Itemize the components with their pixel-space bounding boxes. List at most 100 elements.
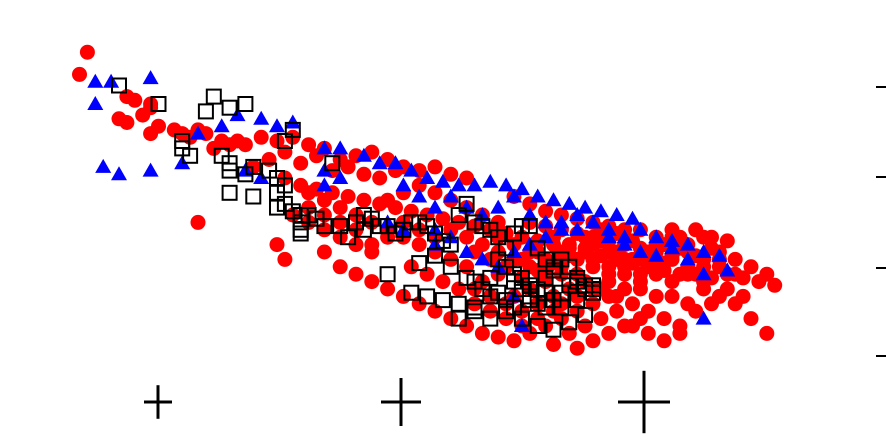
data-point-triangle bbox=[585, 214, 601, 229]
data-point-circle bbox=[577, 240, 593, 256]
data-point-circle bbox=[459, 259, 475, 275]
data-point-circle bbox=[664, 288, 680, 304]
data-point-triangle bbox=[616, 236, 633, 251]
data-point-triangle bbox=[648, 229, 665, 244]
data-point-triangle bbox=[419, 170, 436, 184]
data-point-triangle bbox=[284, 114, 301, 129]
data-point-square bbox=[482, 269, 499, 286]
data-point-circle bbox=[79, 44, 95, 60]
data-point-triangle bbox=[561, 195, 578, 210]
data-point-circle bbox=[719, 281, 735, 297]
data-point-triangle bbox=[253, 110, 270, 125]
data-point-square bbox=[466, 299, 483, 316]
data-point-circle bbox=[253, 129, 269, 145]
data-point-circle bbox=[719, 233, 735, 249]
data-point-circle bbox=[435, 211, 451, 227]
data-point-circle bbox=[601, 274, 617, 290]
data-point-triangle bbox=[403, 162, 420, 177]
data-point-triangle bbox=[648, 247, 665, 262]
data-point-square bbox=[403, 284, 420, 301]
data-point-triangle bbox=[498, 177, 515, 192]
data-point-circle bbox=[601, 259, 617, 275]
data-point-circle bbox=[332, 214, 348, 230]
data-point-circle bbox=[672, 325, 688, 341]
data-point-triangle bbox=[553, 221, 570, 236]
data-point-circle bbox=[632, 281, 648, 297]
data-point-triangle bbox=[695, 310, 712, 325]
data-point-triangle bbox=[545, 192, 562, 207]
data-point-triangle bbox=[450, 177, 467, 192]
data-point-circle bbox=[364, 237, 380, 253]
data-point-circle bbox=[277, 251, 293, 267]
data-point-circle bbox=[617, 266, 633, 282]
cross-marker bbox=[381, 378, 421, 426]
data-point-triangle bbox=[474, 207, 491, 221]
data-point-circle bbox=[688, 303, 704, 319]
data-point-circle bbox=[609, 303, 625, 319]
data-point-triangle bbox=[332, 140, 349, 155]
data-point-square bbox=[150, 96, 167, 112]
data-point-square bbox=[276, 133, 293, 149]
data-point-triangle bbox=[458, 244, 475, 258]
data-point-square bbox=[197, 103, 214, 120]
data-point-square bbox=[561, 314, 578, 331]
data-point-circle bbox=[704, 229, 719, 245]
data-point-triangle bbox=[95, 158, 112, 173]
data-point-circle bbox=[372, 170, 388, 186]
data-point-triangle bbox=[213, 118, 230, 133]
data-point-square bbox=[529, 318, 546, 334]
data-point-square bbox=[182, 147, 199, 164]
data-point-circle bbox=[340, 189, 356, 204]
data-point-circle bbox=[411, 237, 427, 253]
data-point-square bbox=[513, 310, 530, 327]
data-point-square bbox=[434, 292, 451, 309]
data-point-circle bbox=[609, 288, 625, 304]
data-point-circle bbox=[190, 214, 206, 230]
right-axis bbox=[876, 86, 886, 357]
data-point-triangle bbox=[695, 244, 712, 258]
circle-series bbox=[72, 44, 783, 356]
data-point-circle bbox=[293, 155, 309, 171]
data-point-circle bbox=[601, 325, 617, 341]
data-point-circle bbox=[316, 244, 332, 260]
data-point-circle bbox=[427, 159, 443, 175]
data-point-circle bbox=[585, 333, 601, 349]
data-point-triangle bbox=[87, 73, 104, 88]
cross-marker bbox=[144, 385, 172, 419]
data-point-square bbox=[237, 166, 254, 183]
data-point-circle bbox=[640, 303, 656, 319]
data-point-triangle bbox=[355, 147, 372, 162]
data-point-circle bbox=[277, 144, 293, 160]
data-point-triangle bbox=[600, 221, 617, 236]
data-point-triangle bbox=[600, 229, 617, 244]
square-series bbox=[111, 77, 601, 338]
data-point-triangle bbox=[142, 162, 159, 177]
data-point-square bbox=[427, 247, 443, 264]
data-point-square bbox=[419, 288, 436, 305]
data-point-square bbox=[498, 303, 515, 320]
data-point-square bbox=[577, 306, 594, 323]
data-point-circle bbox=[648, 288, 664, 304]
data-point-circle bbox=[561, 325, 577, 341]
data-point-triangle bbox=[616, 229, 633, 244]
data-point-triangle bbox=[474, 251, 491, 266]
data-point-square bbox=[450, 295, 467, 312]
data-point-circle bbox=[459, 170, 475, 186]
data-point-triangle bbox=[521, 207, 538, 221]
data-point-circle bbox=[443, 166, 459, 182]
data-point-square bbox=[379, 266, 396, 283]
data-point-circle bbox=[301, 185, 317, 201]
data-point-circle bbox=[459, 229, 475, 245]
data-point-triangle bbox=[632, 244, 649, 258]
data-point-circle bbox=[704, 296, 719, 312]
data-point-triangle bbox=[395, 177, 412, 192]
data-point-triangle bbox=[569, 221, 586, 236]
data-point-circle bbox=[332, 259, 348, 275]
data-point-circle bbox=[332, 200, 348, 216]
data-point-triangle bbox=[142, 70, 159, 85]
data-point-circle bbox=[237, 137, 253, 153]
data-point-circle bbox=[356, 166, 372, 182]
data-point-triangle bbox=[87, 96, 104, 110]
data-point-circle bbox=[759, 325, 775, 341]
